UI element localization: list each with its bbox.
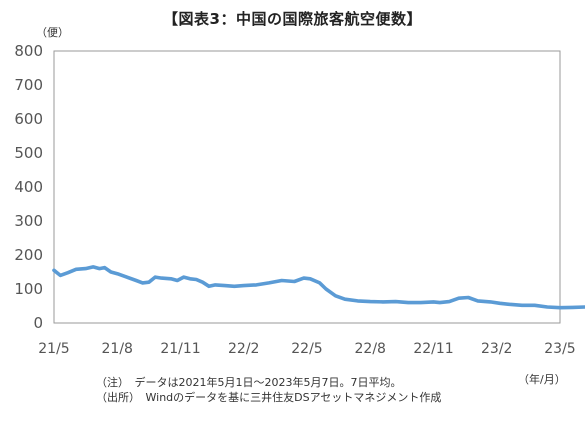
- plot-frame: [53, 50, 561, 324]
- note-source: （出所） Windのデータを基に三井住友DSアセットマネジメント作成: [96, 391, 442, 404]
- x-tick-label: 23/2: [481, 341, 512, 357]
- y-tick-label: 100: [14, 280, 43, 298]
- y-tick-label: 0: [33, 314, 43, 332]
- x-tick-label: 22/8: [355, 341, 386, 357]
- x-axis-unit-label: （年/月）: [518, 373, 566, 386]
- x-tick-label: 22/11: [413, 341, 453, 357]
- y-tick-label: 200: [14, 246, 43, 264]
- x-tick-label: 22/2: [228, 341, 259, 357]
- chart-axes: [53, 50, 561, 324]
- y-tick-label: 300: [14, 212, 43, 230]
- x-tick-label: 21/8: [102, 341, 133, 357]
- y-tick-label: 600: [14, 110, 43, 128]
- x-tick-label: 21/11: [160, 341, 200, 357]
- y-tick-label: 400: [14, 178, 43, 196]
- y-tick-label: 500: [14, 144, 43, 162]
- x-tick-label: 21/5: [38, 341, 69, 357]
- series-group: [52, 265, 585, 310]
- note-data-period: （注） データは2021年5月1日～2023年5月7日。7日平均。: [96, 376, 402, 389]
- x-tick-label: 23/5: [544, 341, 575, 357]
- x-tick-label: 22/5: [291, 341, 322, 357]
- chart-title: 【図表3：中国の国際旅客航空便数】: [163, 10, 422, 28]
- series-line-0: [52, 265, 585, 310]
- y-axis-unit-label: （便）: [36, 26, 69, 39]
- footnotes: （注） データは2021年5月1日～2023年5月7日。7日平均。 （出所） W…: [96, 375, 441, 405]
- x-axis-ticks: 21/5 21/8 21/11 22/2 22/5 22/8 22/11 23/2 23/5: [38, 341, 575, 357]
- y-tick-label: 700: [14, 76, 43, 94]
- y-tick-label: 800: [14, 42, 43, 60]
- y-axis-ticks: 0 100 200 300 400 500 600 700 800: [14, 42, 43, 332]
